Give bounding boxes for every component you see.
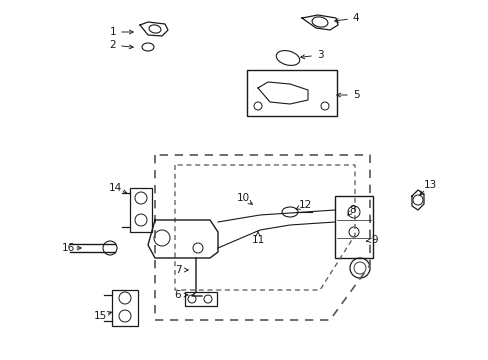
Text: 7: 7 [174,265,181,275]
Text: 3: 3 [316,50,323,60]
Text: 1: 1 [109,27,116,37]
Text: 15: 15 [93,311,106,321]
Bar [112,290,138,326]
Text: 12: 12 [298,200,311,210]
Text: 5: 5 [352,90,359,100]
Text: 8: 8 [349,205,356,215]
Bar [130,188,152,232]
Text: 11: 11 [251,235,264,245]
Text: 13: 13 [423,180,436,190]
Bar [334,196,372,258]
Text: 4: 4 [352,13,359,23]
Text: 6: 6 [174,290,181,300]
Text: 16: 16 [61,243,75,253]
Text: 2: 2 [109,40,116,50]
Text: 9: 9 [371,235,378,245]
Text: 10: 10 [236,193,249,203]
Bar [246,70,336,116]
Bar [184,292,217,306]
Text: 14: 14 [108,183,122,193]
